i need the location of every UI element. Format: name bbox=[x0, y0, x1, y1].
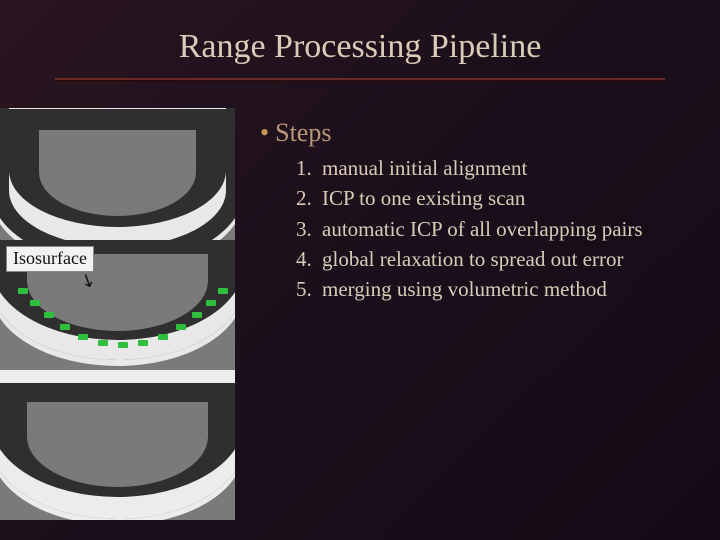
bullet-dot-icon: • bbox=[260, 118, 269, 147]
list-item: merging using volumetric method bbox=[296, 275, 690, 303]
panel-middle: Isosurface ↘ bbox=[0, 240, 235, 370]
images-column: Isosurface ↘ bbox=[0, 108, 235, 520]
bullet-heading: •Steps bbox=[260, 118, 690, 148]
title-underline bbox=[55, 78, 665, 80]
bullet-label: Steps bbox=[275, 118, 331, 147]
list-item: ICP to one existing scan bbox=[296, 184, 690, 212]
slide-title: Range Processing Pipeline bbox=[0, 28, 720, 66]
steps-block: •Steps manual initial alignment ICP to o… bbox=[260, 118, 690, 306]
panel-bottom bbox=[0, 370, 235, 520]
list-item: global relaxation to spread out error bbox=[296, 245, 690, 273]
isosurface-label: Isosurface bbox=[6, 246, 94, 272]
list-item: automatic ICP of all overlapping pairs bbox=[296, 215, 690, 243]
list-item: manual initial alignment bbox=[296, 154, 690, 182]
panel-top bbox=[0, 108, 235, 240]
steps-list: manual initial alignment ICP to one exis… bbox=[296, 154, 690, 304]
